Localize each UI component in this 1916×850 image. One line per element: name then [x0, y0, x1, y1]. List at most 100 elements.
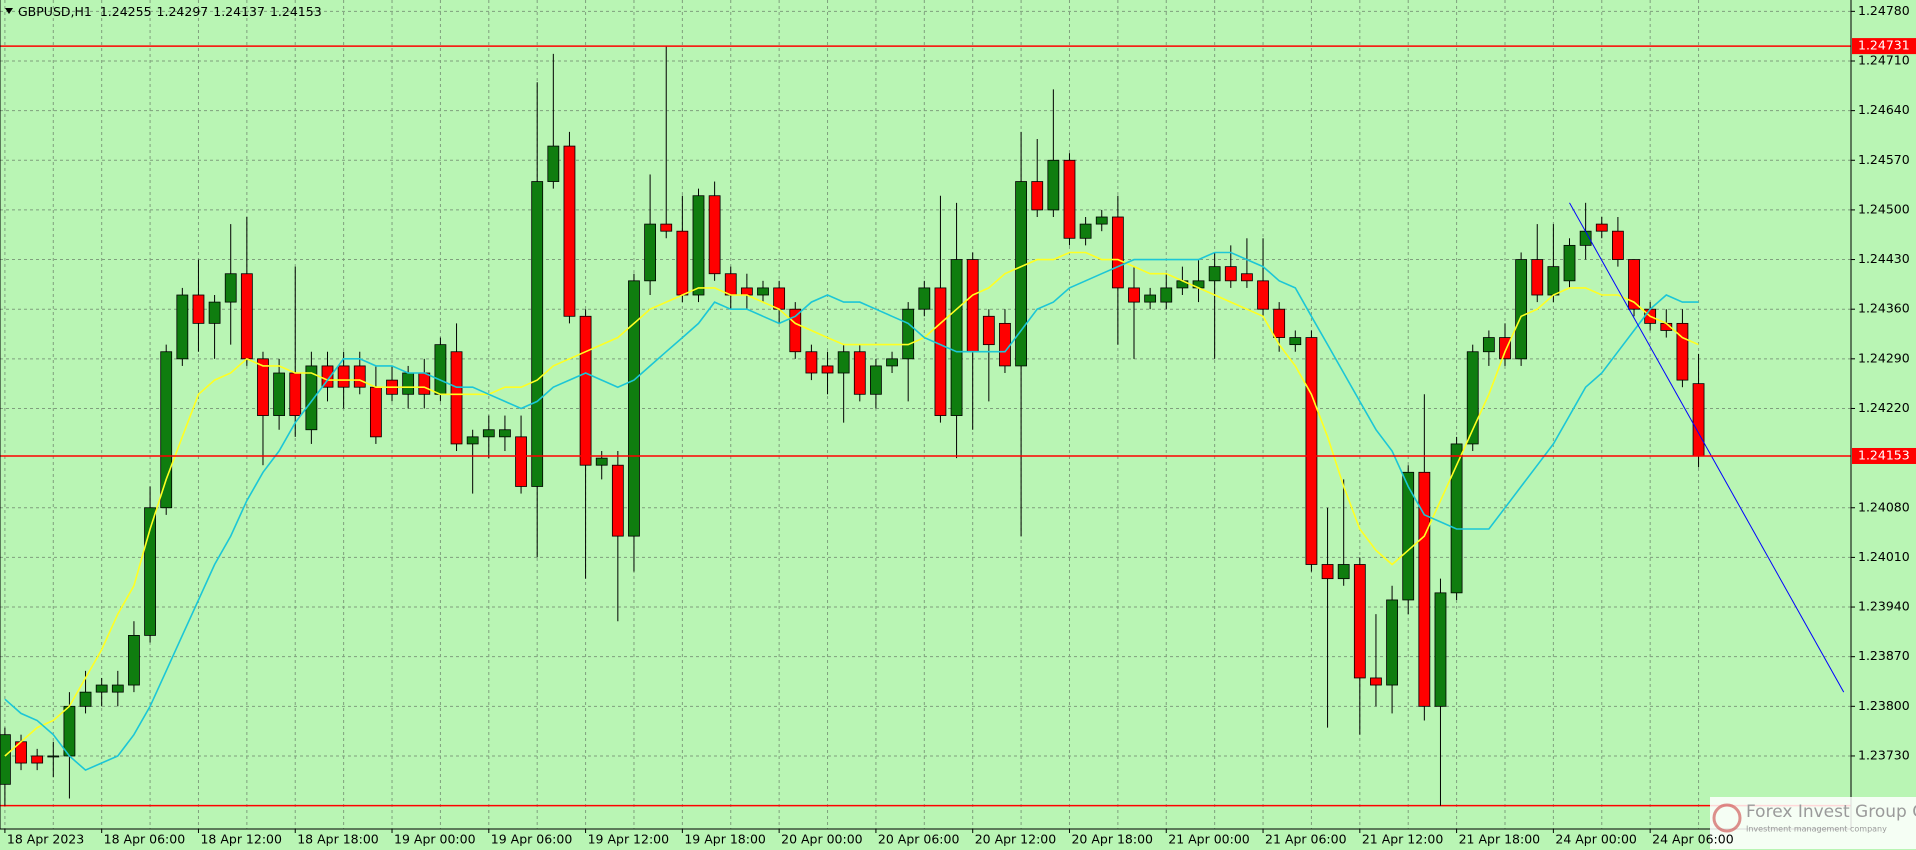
candle-body — [757, 287, 769, 296]
candle-body — [676, 230, 689, 296]
x-tick-label: 19 Apr 12:00 — [588, 832, 670, 847]
y-tick-label: 1.24220 — [1858, 400, 1910, 415]
candle-body — [1547, 266, 1560, 296]
y-tick-label: 1.24290 — [1858, 350, 1910, 365]
x-tick-label: 19 Apr 18:00 — [684, 832, 766, 847]
candle-body — [1563, 244, 1576, 282]
candle-body — [515, 436, 527, 487]
candle-body — [273, 372, 286, 416]
candle-body — [128, 635, 140, 686]
candle-body — [660, 223, 673, 232]
y-tick-label: 1.24570 — [1858, 152, 1910, 167]
chart-header: GBPUSD,H1 1.24255 1.24297 1.24137 1.24153 — [18, 4, 322, 19]
candle-body — [1612, 230, 1624, 260]
candle-body — [1095, 216, 1108, 225]
candle-body — [1079, 223, 1092, 239]
candle-body — [708, 195, 721, 275]
menu-icon[interactable] — [5, 8, 13, 14]
y-tick-label: 1.24080 — [1858, 499, 1910, 514]
chart-title: GBPUSD,H1 — [18, 4, 92, 19]
candle-body — [918, 287, 931, 310]
candle-body — [1144, 294, 1157, 303]
candle-body — [611, 464, 624, 537]
candle-body — [1305, 337, 1318, 565]
candle-body — [289, 372, 302, 416]
x-tick-label: 24 Apr 06:00 — [1652, 832, 1734, 847]
candle-body — [1208, 266, 1221, 282]
candle-body — [644, 223, 656, 282]
y-tick-label: 1.24710 — [1858, 52, 1910, 67]
candle-body — [176, 294, 189, 360]
watermark-logo — [1712, 803, 1742, 833]
y-tick-label: 1.24010 — [1858, 549, 1910, 564]
level-tag — [1852, 38, 1916, 55]
candle-body — [1450, 443, 1463, 594]
candle-body — [1676, 322, 1689, 381]
candle-body — [999, 322, 1011, 367]
marks — [0, 0, 1851, 829]
candle-body — [192, 294, 205, 324]
x-tick-label: 19 Apr 00:00 — [394, 832, 476, 847]
candle-body — [402, 372, 415, 395]
candle-body — [982, 315, 995, 346]
candle-body — [95, 684, 108, 693]
bid-tag-label: 1.24153 — [1858, 447, 1910, 462]
x-tick-label: 20 Apr 12:00 — [975, 832, 1057, 847]
candle-body — [240, 273, 253, 360]
candle-body — [1595, 223, 1608, 232]
candle-body — [595, 457, 608, 466]
candle-body — [31, 755, 44, 764]
x-tick-label: 20 Apr 18:00 — [1071, 832, 1153, 847]
candle-body — [1353, 564, 1366, 679]
candle-body — [369, 386, 382, 438]
candle-body — [724, 273, 737, 296]
candle-body — [1628, 259, 1640, 310]
close-value: 1.24153 — [270, 4, 322, 19]
x-tick-label: 21 Apr 12:00 — [1362, 832, 1444, 847]
candle-body — [337, 365, 350, 388]
candle-body — [692, 195, 705, 296]
candle-body — [1499, 337, 1511, 360]
watermark-box — [1710, 797, 1916, 849]
candle-body — [305, 365, 318, 431]
candle-body — [79, 691, 92, 707]
candle-body — [740, 287, 753, 296]
moving-average — [4, 251, 1699, 772]
candle-body — [482, 429, 495, 438]
candle-body — [1337, 564, 1350, 580]
candle-body — [1224, 266, 1237, 282]
candle-body — [531, 181, 544, 487]
candle-body — [1289, 337, 1302, 346]
y-tick-label: 1.23870 — [1858, 648, 1910, 663]
watermark-tagline: Investment management company — [1746, 825, 1887, 834]
low-value: 1.24137 — [213, 4, 265, 19]
candle-body — [160, 351, 173, 509]
candle-body — [1531, 259, 1544, 296]
watermark: Forex Invest Group OU Investment managem… — [1710, 797, 1916, 849]
x-tick-label: 20 Apr 00:00 — [781, 832, 863, 847]
candle-body — [208, 301, 221, 324]
y-tick-label: 1.24780 — [1858, 3, 1910, 18]
candle-body — [1402, 471, 1415, 601]
candle-body — [579, 315, 592, 466]
candle-body — [1047, 159, 1060, 211]
candle-body — [47, 755, 60, 758]
candle-body — [1160, 287, 1173, 303]
x-tick-label: 21 Apr 00:00 — [1168, 832, 1250, 847]
candle-body — [63, 705, 76, 757]
candle-body — [1257, 280, 1269, 310]
candle-body — [111, 684, 124, 693]
candle-body — [902, 308, 915, 360]
x-tick-label: 19 Apr 06:00 — [491, 832, 573, 847]
candle-body — [628, 280, 640, 537]
x-tick-label: 20 Apr 06:00 — [878, 832, 960, 847]
candle-body — [321, 365, 334, 388]
candle-body — [1321, 564, 1334, 580]
y-tick-label: 1.24640 — [1858, 102, 1910, 117]
candle-body — [547, 145, 560, 182]
moving-average — [4, 251, 1699, 757]
candle-body — [789, 308, 802, 353]
candle-body — [1063, 159, 1076, 239]
level-tag-label: 1.24731 — [1858, 38, 1910, 53]
candle-body — [563, 145, 576, 317]
